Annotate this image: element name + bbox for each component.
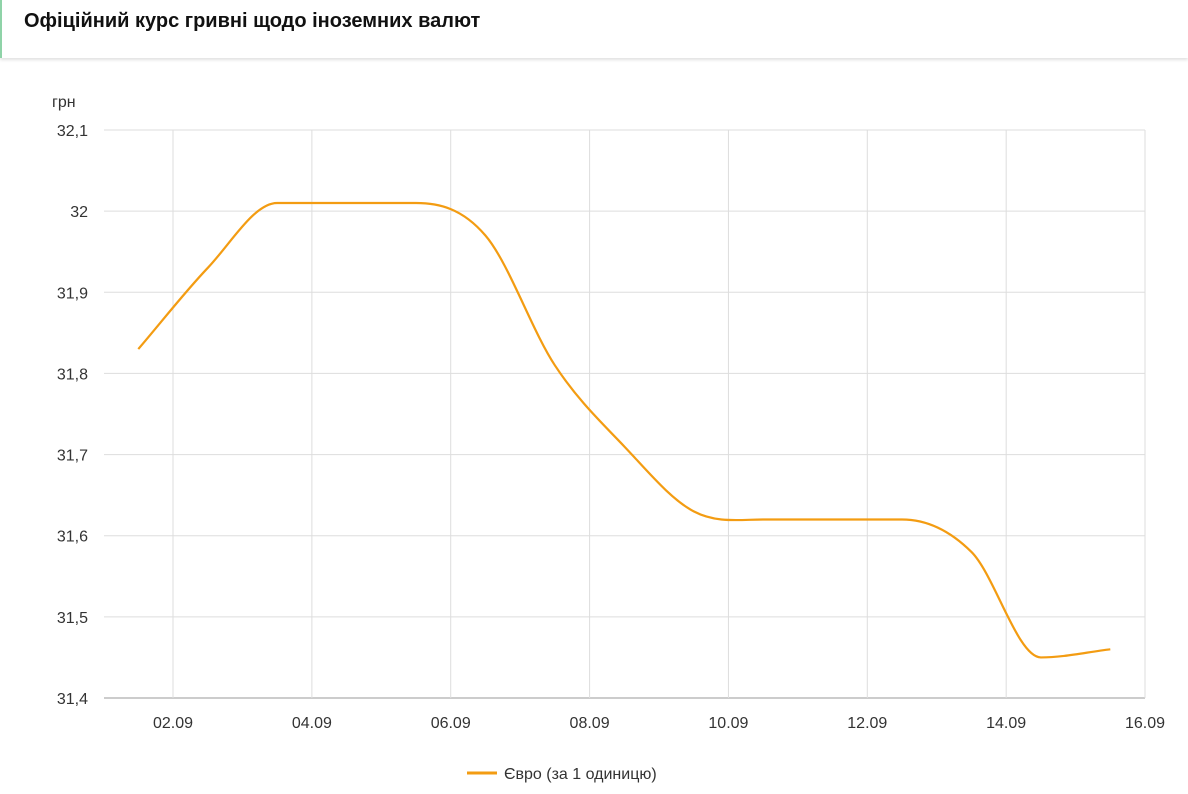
x-tick-label: 16.09 — [1125, 715, 1165, 732]
x-tick-label: 08.09 — [570, 715, 610, 732]
x-tick-label: 12.09 — [847, 715, 887, 732]
series-line-euro — [137, 201, 1111, 659]
x-tick-label: 06.09 — [431, 715, 471, 732]
y-tick-label: 31,8 — [57, 366, 88, 383]
page-title: Офіційний курс гривні щодо іноземних вал… — [24, 10, 481, 32]
y-tick-label: 31,6 — [57, 529, 88, 546]
y-tick-label: 31,9 — [57, 285, 88, 302]
y-tick-label: 31,5 — [57, 610, 88, 627]
legend: Євро (за 1 одиницю) — [467, 766, 657, 783]
header: Офіційний курс гривні щодо іноземних вал… — [0, 0, 1188, 58]
y-axis-label: грн — [52, 94, 76, 111]
y-tick-label: 32 — [70, 204, 88, 221]
x-tick-label: 02.09 — [153, 715, 193, 732]
y-tick-label: 31,4 — [57, 691, 88, 708]
x-tick-label: 10.09 — [708, 715, 748, 732]
x-tick-label: 14.09 — [986, 715, 1026, 732]
y-tick-label: 32,1 — [57, 123, 88, 140]
legend-label: Євро (за 1 одиницю) — [504, 766, 657, 783]
y-tick-label: 31,7 — [57, 448, 88, 465]
x-tick-label: 04.09 — [292, 715, 332, 732]
